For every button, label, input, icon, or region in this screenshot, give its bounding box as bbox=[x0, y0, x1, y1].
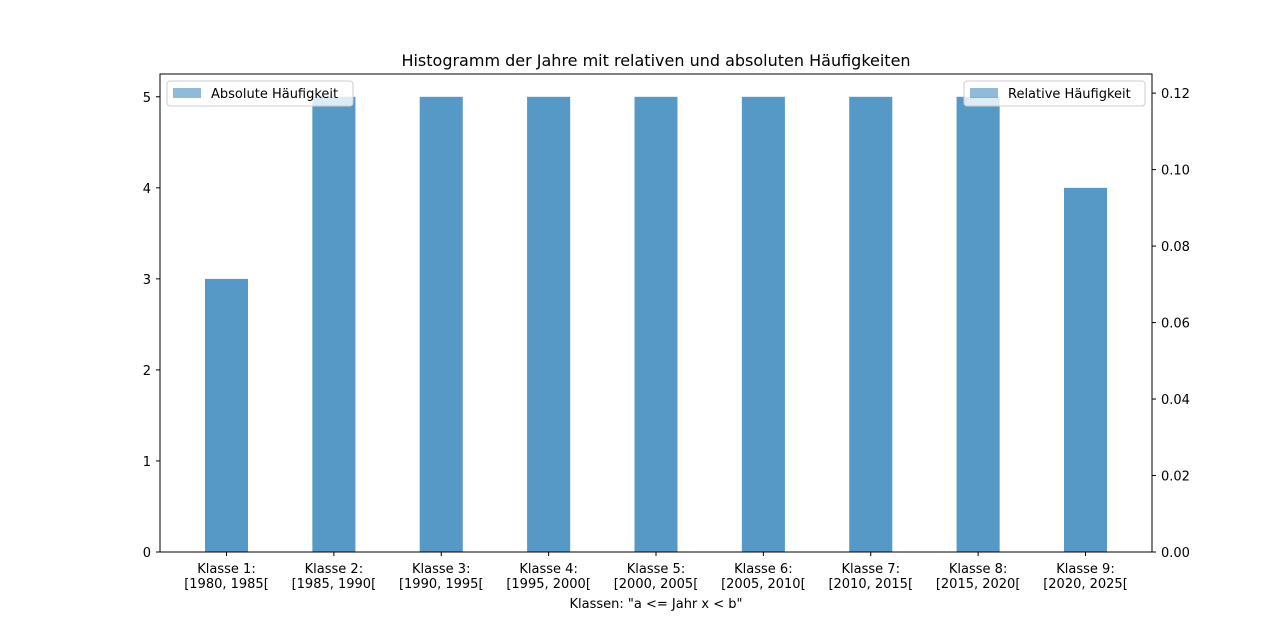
legend-right-label: Relative Häufigkeit bbox=[1008, 87, 1131, 102]
x-tick-label: [1990, 1995[ bbox=[399, 577, 484, 592]
x-tick-label: [1995, 2000[ bbox=[506, 577, 591, 592]
right-tick-label: 0.04 bbox=[1161, 393, 1190, 408]
bar-relative-7 bbox=[849, 96, 893, 552]
bar-relative-5 bbox=[634, 96, 678, 552]
x-tick-label: Klasse 5: bbox=[627, 562, 685, 577]
left-tick-label: 1 bbox=[143, 455, 151, 470]
legend-left-label: Absolute Häufigkeit bbox=[211, 87, 338, 102]
bar-relative-4 bbox=[527, 96, 571, 552]
right-y-axis: 0.00 0.02 0.04 0.06 0.08 0.10 0.12 bbox=[1152, 87, 1190, 561]
x-tick-label: [2000, 2005[ bbox=[614, 577, 699, 592]
x-tick-label: Klasse 4: bbox=[519, 562, 577, 577]
x-tick-label: Klasse 8: bbox=[949, 562, 1007, 577]
x-tick-label: [2010, 2015[ bbox=[828, 577, 913, 592]
legend-right-swatch bbox=[970, 88, 998, 98]
chart-title: Histogramm der Jahre mit relativen und a… bbox=[401, 51, 910, 70]
bar-relative-9 bbox=[1064, 187, 1107, 552]
left-tick-label: 5 bbox=[143, 91, 151, 106]
x-tick-label: Klasse 1: bbox=[197, 562, 255, 577]
x-tick-label: Klasse 2: bbox=[305, 562, 363, 577]
x-tick-label: [2020, 2025[ bbox=[1043, 577, 1128, 592]
right-tick-label: 0.00 bbox=[1161, 546, 1190, 561]
x-tick-label: [1985, 1990[ bbox=[292, 577, 377, 592]
x-tick-label: Klasse 3: bbox=[412, 562, 470, 577]
left-tick-label: 3 bbox=[143, 273, 151, 288]
x-axis-label: Klassen: "a <= Jahr x < b" bbox=[570, 597, 743, 612]
bar-relative-1 bbox=[205, 278, 248, 552]
left-tick-label: 2 bbox=[143, 364, 151, 379]
legend-left-swatch bbox=[173, 88, 201, 98]
plot-frame bbox=[159, 73, 1153, 553]
right-tick-label: 0.10 bbox=[1161, 164, 1190, 179]
legend-left: Absolute Häufigkeit bbox=[166, 80, 354, 107]
x-tick-label: Klasse 7: bbox=[842, 562, 900, 577]
bar-relative-2 bbox=[312, 96, 356, 552]
left-tick-label: 0 bbox=[143, 546, 151, 561]
x-tick-label: [1980, 1985[ bbox=[184, 577, 269, 592]
legend-left-box bbox=[166, 80, 354, 107]
legend-right-box bbox=[963, 80, 1146, 107]
bar-relative-3 bbox=[419, 96, 463, 552]
right-tick-label: 0.02 bbox=[1161, 470, 1190, 485]
left-y-axis: 0 1 2 3 4 5 bbox=[143, 91, 160, 561]
bar-relative-8 bbox=[956, 96, 1000, 552]
bar-relative-6 bbox=[741, 96, 785, 552]
right-tick-label: 0.06 bbox=[1161, 317, 1190, 332]
x-tick-label: [2005, 2010[ bbox=[721, 577, 806, 592]
x-axis: Klasse 1:[1980, 1985[ Klasse 2:[1985, 199… bbox=[184, 552, 1128, 592]
x-tick-label: [2015, 2020[ bbox=[936, 577, 1021, 592]
right-tick-label: 0.08 bbox=[1161, 240, 1190, 255]
x-tick-label: Klasse 9: bbox=[1056, 562, 1114, 577]
x-tick-label: Klasse 6: bbox=[734, 562, 792, 577]
legend-right: Relative Häufigkeit bbox=[963, 80, 1146, 107]
left-tick-label: 4 bbox=[143, 182, 151, 197]
bar-group bbox=[205, 96, 1107, 552]
right-tick-label: 0.12 bbox=[1161, 87, 1190, 102]
